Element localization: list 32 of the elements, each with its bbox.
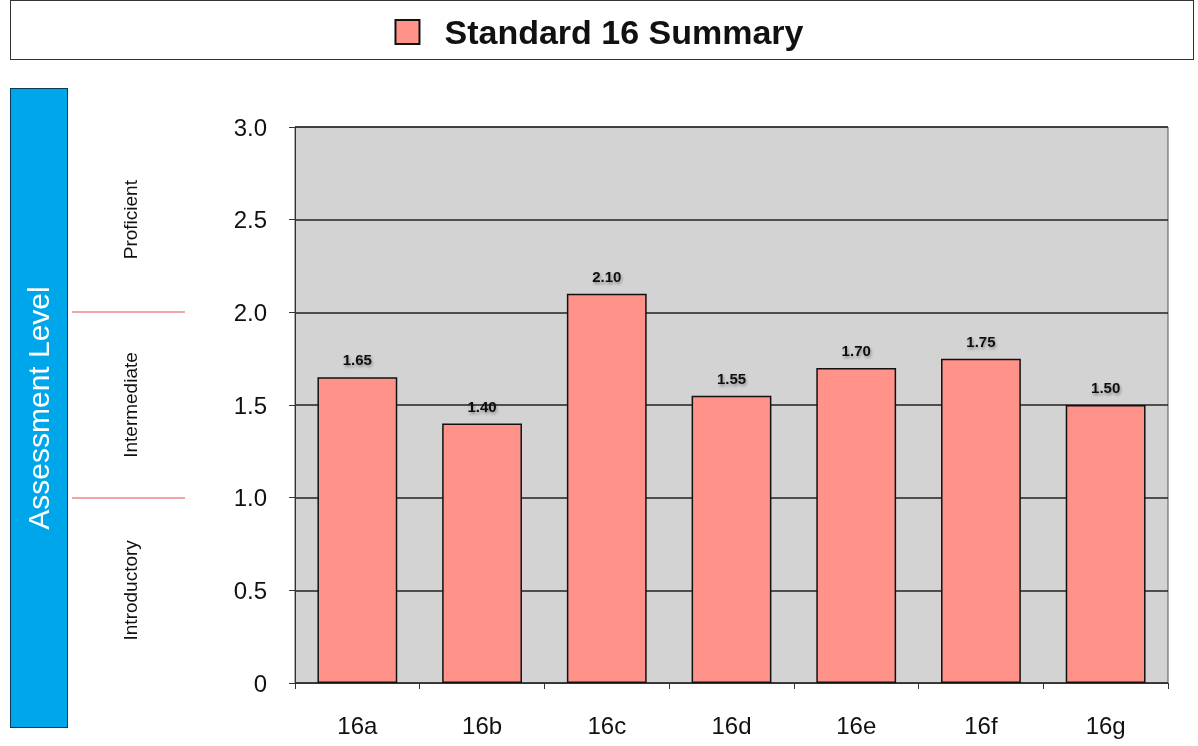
bar bbox=[816, 367, 897, 683]
text: Proficient bbox=[119, 179, 141, 260]
bar bbox=[566, 293, 647, 683]
y-tick-label: 1.5 bbox=[233, 391, 267, 419]
x-tick-label: 16b bbox=[462, 711, 503, 739]
x-tick-label: 16c bbox=[587, 711, 627, 739]
x-tick-label: 16e bbox=[836, 711, 877, 739]
data-label: 1.70 bbox=[841, 341, 871, 359]
text: Intermediate bbox=[119, 352, 141, 458]
x-tick-label: 16d bbox=[711, 711, 752, 739]
y-tick-label: 0.5 bbox=[233, 576, 267, 604]
x-tick-label: 16g bbox=[1085, 711, 1126, 739]
text: Introductory bbox=[119, 539, 141, 641]
data-label: 1.50 bbox=[1091, 379, 1121, 396]
legend-label: Standard 16 Summary bbox=[444, 13, 804, 51]
data-label: 2.10 bbox=[592, 267, 622, 285]
label-panel: Assessment Level bbox=[10, 88, 68, 728]
x-tick-label: 16f bbox=[964, 711, 998, 739]
x-tick-label: 16a bbox=[337, 711, 379, 739]
bar bbox=[691, 395, 772, 683]
data-label: 1.65 bbox=[342, 351, 372, 369]
y-tick-label: 2.0 bbox=[233, 298, 267, 326]
y-tick-label: 0 bbox=[253, 669, 267, 697]
bar bbox=[1065, 405, 1146, 683]
data-label: 1.75 bbox=[966, 332, 996, 350]
data-label: 1.55 bbox=[716, 369, 747, 387]
bar bbox=[442, 423, 522, 683]
bar bbox=[317, 377, 398, 683]
y-tick-label: 1.0 bbox=[233, 484, 267, 512]
y-tick-label: 3.0 bbox=[233, 113, 267, 141]
y-tick-label: 2.5 bbox=[233, 206, 267, 234]
bar bbox=[941, 358, 1021, 683]
